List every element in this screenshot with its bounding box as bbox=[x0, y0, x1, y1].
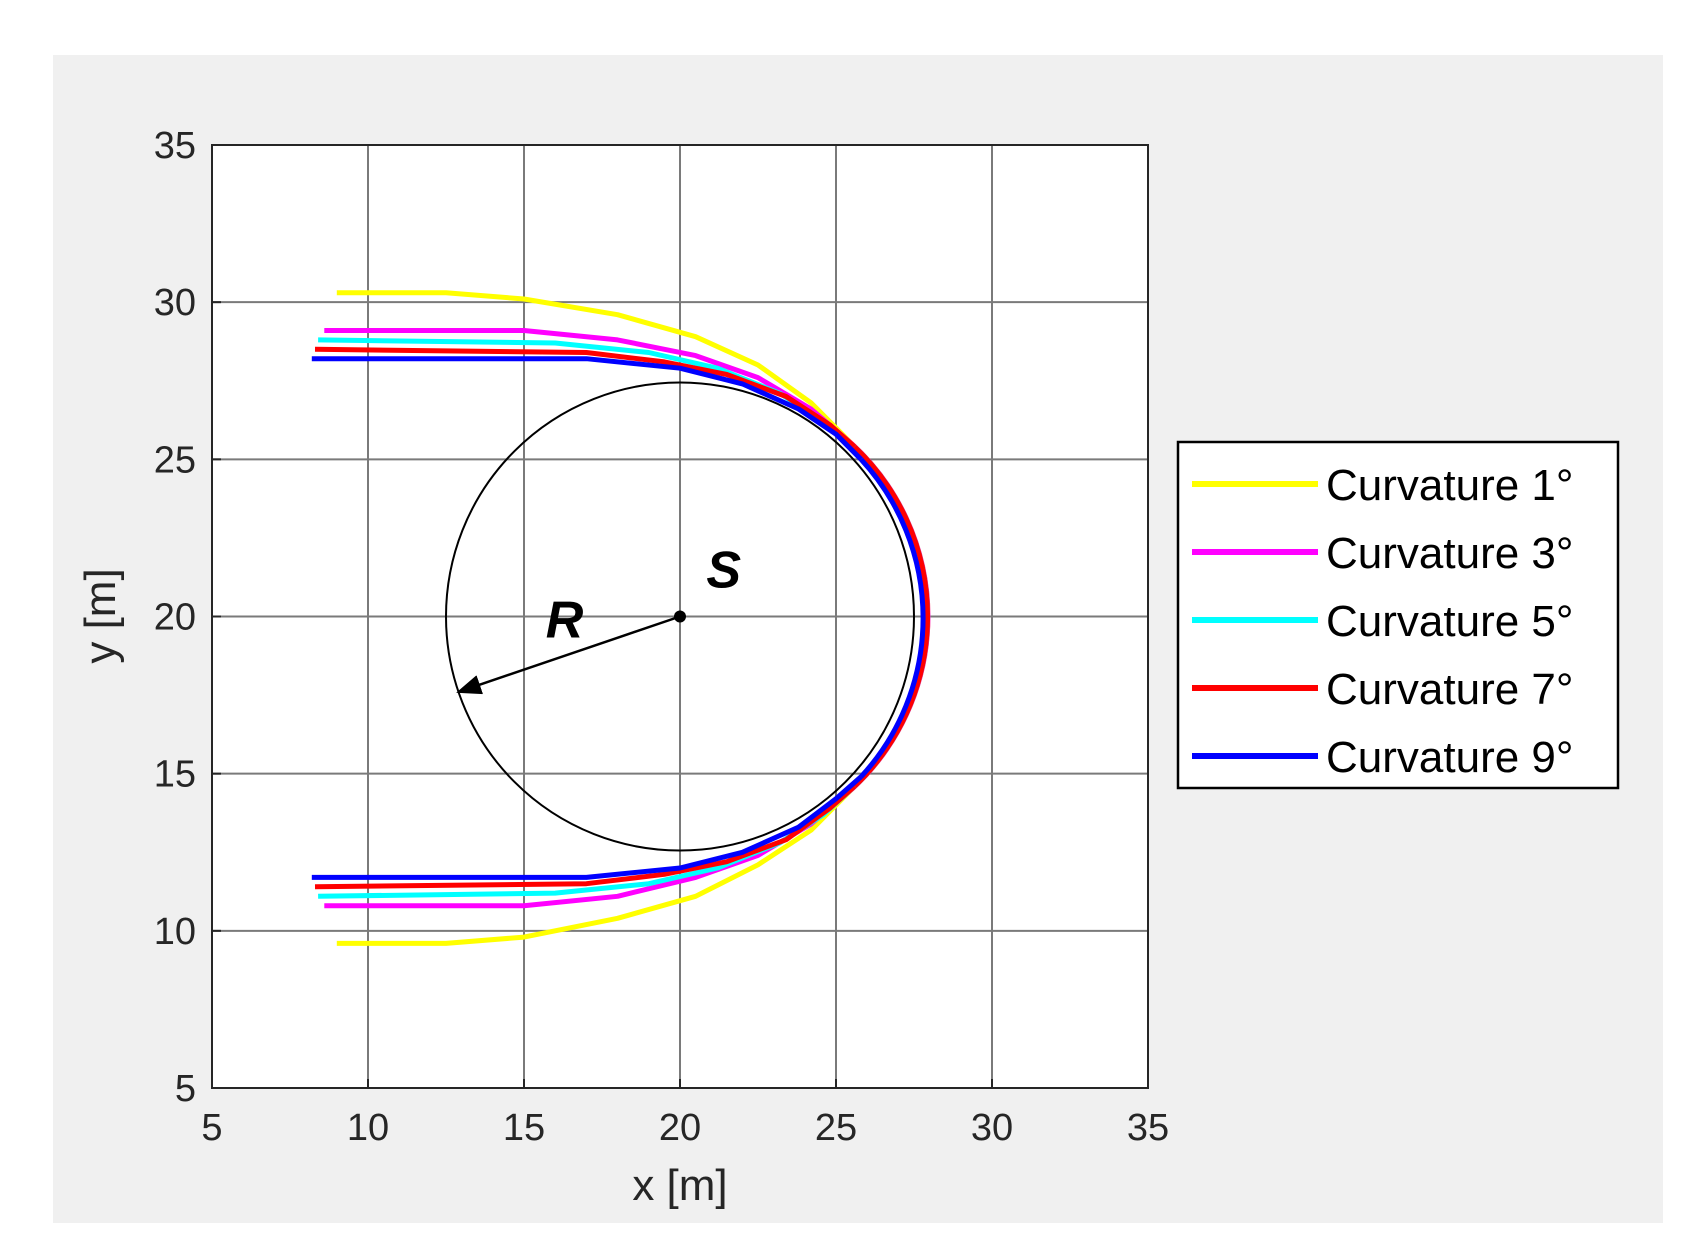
series-line-arc bbox=[859, 457, 926, 779]
x-axis-label: x [m] bbox=[632, 1161, 727, 1210]
series-line-upper bbox=[336, 290, 854, 446]
x-tick-label: 35 bbox=[1127, 1107, 1169, 1149]
series-line-lower bbox=[311, 774, 863, 880]
x-tick-label: 5 bbox=[201, 1107, 222, 1149]
y-tick-label: 30 bbox=[154, 282, 196, 324]
y-tick-label: 5 bbox=[175, 1068, 196, 1110]
series-layer bbox=[311, 290, 931, 946]
center-label: S bbox=[706, 541, 741, 599]
legend-item: Curvature 1° bbox=[1192, 461, 1573, 510]
series-line-upper bbox=[324, 328, 854, 446]
series-curvature-5 bbox=[311, 356, 926, 880]
legend-label: Curvature 3° bbox=[1326, 529, 1573, 578]
y-tick-label: 15 bbox=[154, 754, 196, 796]
center-point bbox=[674, 610, 686, 623]
series-line-arc bbox=[852, 444, 931, 789]
legend-item: Curvature 7° bbox=[1192, 665, 1573, 714]
legend-label: Curvature 7° bbox=[1326, 665, 1573, 714]
y-tick-label: 10 bbox=[154, 911, 196, 953]
x-tick-label: 20 bbox=[659, 1107, 701, 1149]
y-tick-label: 25 bbox=[154, 439, 196, 481]
legend-item: Curvature 5° bbox=[1192, 597, 1573, 646]
series-line-upper bbox=[311, 356, 863, 462]
ticks: 5 10 15 20 25 30 35 5 10 15 20 25 30 35 bbox=[154, 125, 1169, 1149]
legend-label: Curvature 1° bbox=[1326, 461, 1573, 510]
series-line-lower bbox=[314, 784, 857, 890]
legend-label: Curvature 9° bbox=[1326, 733, 1573, 782]
y-axis-label: y [m] bbox=[76, 568, 125, 663]
x-tick-label: 15 bbox=[503, 1107, 545, 1149]
legend-box bbox=[1176, 440, 1620, 790]
series-curvature-4 bbox=[314, 346, 931, 890]
legend-label: Curvature 5° bbox=[1326, 597, 1573, 646]
series-line-lower bbox=[336, 787, 854, 946]
x-tick-label: 25 bbox=[815, 1107, 857, 1149]
legend-item: Curvature 9° bbox=[1192, 733, 1573, 782]
radius-arrow bbox=[456, 615, 681, 695]
x-tick-label: 30 bbox=[971, 1107, 1013, 1149]
series-line-upper bbox=[314, 346, 857, 449]
y-tick-label: 35 bbox=[154, 125, 196, 167]
x-tick-label: 10 bbox=[347, 1107, 389, 1149]
radius-label: R bbox=[546, 592, 584, 650]
legend-item: Curvature 3° bbox=[1192, 529, 1573, 578]
legend: Curvature 1° Curvature 3° Curvature 5° Curv… bbox=[1176, 440, 1620, 790]
y-tick-label: 20 bbox=[154, 597, 196, 639]
reference-circle bbox=[445, 381, 915, 852]
